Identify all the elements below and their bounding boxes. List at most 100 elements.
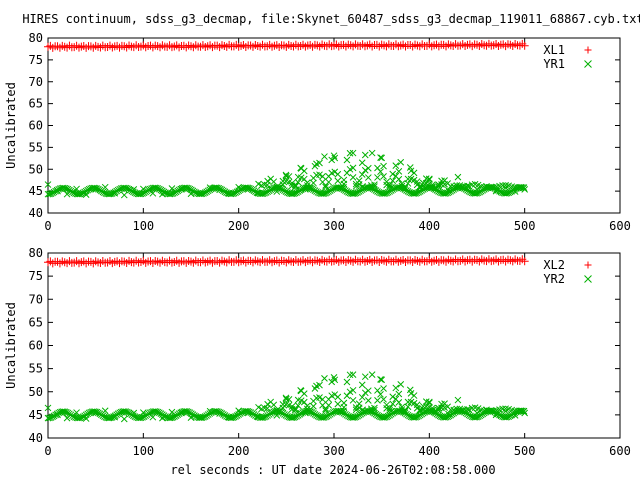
data-point: [316, 171, 323, 179]
data-point: [368, 149, 376, 157]
data-point: [92, 186, 100, 193]
data-point: [311, 385, 319, 392]
data-point: [464, 405, 471, 413]
data-point: [310, 179, 317, 187]
data-point: [438, 404, 445, 412]
legend-label: YR1: [543, 57, 565, 71]
data-point: [349, 371, 357, 378]
data-point: [361, 389, 369, 397]
data-point: [288, 403, 296, 410]
y-tick-label: 55: [29, 140, 43, 154]
legend-marker: [584, 261, 592, 269]
y-tick-label: 50: [29, 385, 43, 399]
data-point: [322, 407, 329, 414]
data-point: [334, 400, 342, 408]
data-point: [63, 414, 71, 422]
data-point: [358, 171, 366, 178]
x-tick-label: 0: [44, 219, 51, 233]
data-point: [159, 190, 166, 198]
data-point: [520, 407, 528, 415]
data-point: [82, 191, 90, 198]
data-point: [355, 404, 363, 412]
data-point: [334, 170, 342, 178]
data-point: [486, 407, 494, 415]
data-point: [514, 184, 522, 192]
data-point: [311, 162, 319, 170]
data-point: [292, 182, 300, 190]
series-yr: [44, 149, 529, 199]
data-point: [464, 182, 471, 190]
data-point: [316, 159, 323, 167]
y-tick-label: 75: [29, 53, 43, 67]
data-point: [521, 186, 529, 193]
data-point: [499, 182, 506, 189]
data-point: [44, 181, 52, 188]
data-point: [378, 154, 386, 162]
data-point: [331, 376, 339, 384]
data-point: [473, 409, 481, 417]
data-point: [197, 189, 204, 197]
data-point: [263, 181, 271, 189]
data-point: [378, 376, 386, 384]
data-point: [435, 183, 442, 190]
data-point: [63, 190, 71, 198]
data-point: [321, 374, 328, 382]
data-point: [514, 408, 522, 415]
data-point: [520, 41, 529, 50]
data-point: [361, 373, 369, 381]
x-tick-label: 0: [44, 444, 51, 458]
data-point: [364, 174, 372, 181]
data-point: [328, 378, 336, 386]
data-point: [316, 381, 323, 389]
data-point: [270, 401, 278, 409]
data-point: [358, 393, 366, 401]
data-point: [401, 407, 409, 414]
data-point: [235, 183, 243, 191]
data-point: [130, 186, 138, 193]
data-point: [445, 186, 452, 194]
x-tick-label: 600: [609, 444, 631, 458]
data-point: [502, 184, 509, 191]
legend-marker: [584, 60, 592, 68]
data-point: [395, 390, 403, 398]
data-point: [395, 175, 403, 183]
x-tick-label: 400: [418, 219, 440, 233]
x-tick-label: 300: [323, 444, 345, 458]
series-yr: [44, 371, 529, 423]
data-point: [416, 406, 424, 414]
data-point: [410, 169, 418, 177]
bottom-panel: 40 45 50 55 60 65 70 75 80 0 100 200 300 400 500 600 Unc…: [4, 246, 631, 458]
data-point: [383, 181, 390, 189]
data-point: [111, 413, 119, 421]
data-point: [168, 185, 176, 192]
data-point: [101, 183, 109, 191]
data-point: [355, 181, 363, 188]
data-point: [187, 414, 195, 422]
data-point: [361, 166, 369, 174]
data-point: [334, 393, 342, 401]
data-point: [492, 411, 500, 419]
data-point: [435, 406, 442, 414]
y-tick-label: 55: [29, 362, 43, 376]
data-point: [334, 177, 342, 185]
data-point: [285, 395, 293, 403]
y-tick-label: 45: [29, 408, 43, 422]
data-point: [322, 183, 329, 191]
data-point: [395, 168, 403, 175]
data-point: [206, 184, 214, 191]
data-point: [454, 173, 462, 181]
data-point: [82, 415, 90, 422]
data-point: [294, 402, 302, 410]
data-point: [178, 409, 185, 417]
data-point: [453, 405, 461, 413]
data-point: [254, 189, 262, 197]
y-axis-label: Uncalibrated: [4, 82, 18, 169]
data-point: [410, 392, 418, 399]
data-point: [297, 387, 304, 394]
data-point: [389, 177, 397, 185]
data-point: [282, 172, 290, 180]
data-point: [358, 381, 366, 389]
data-point: [425, 175, 433, 183]
data-point: [389, 170, 397, 178]
data-point: [139, 409, 147, 416]
